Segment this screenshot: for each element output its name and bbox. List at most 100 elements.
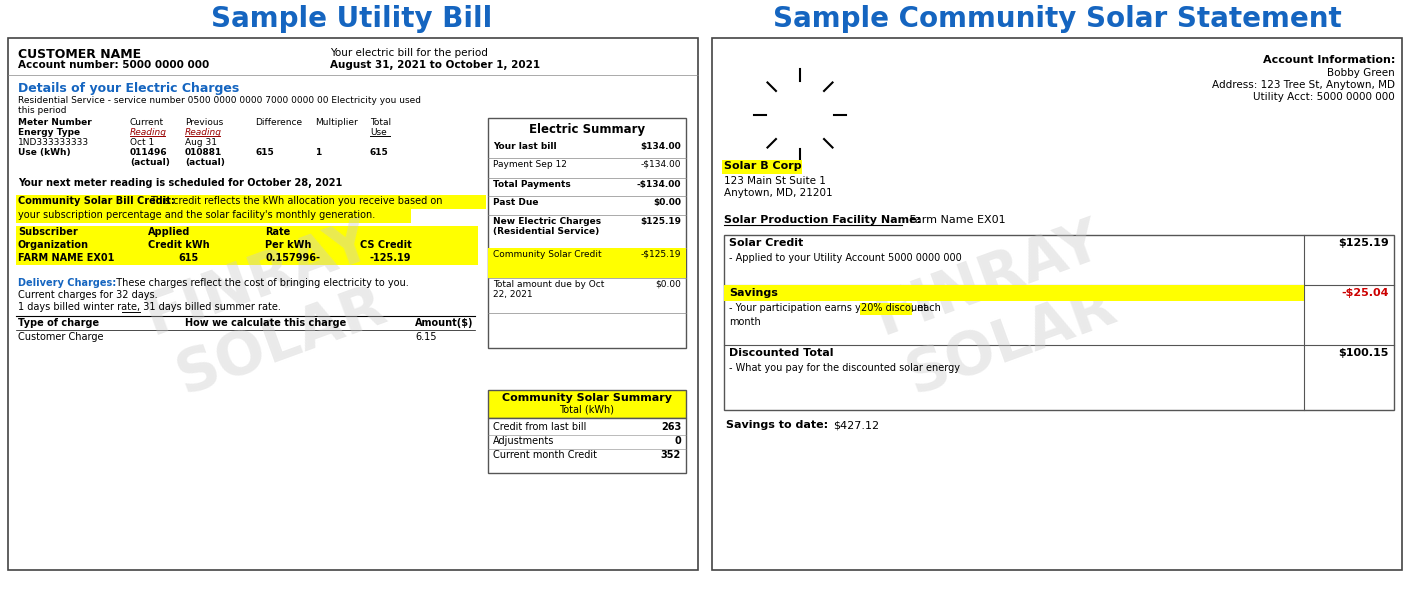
Bar [712,38,1402,570]
Text: Community Solar Summary: Community Solar Summary [502,393,673,403]
Text: 20% discount: 20% discount [862,303,928,313]
Text: Bobby Green: Bobby Green [1327,68,1394,78]
Text: Subscriber: Subscriber [18,227,78,237]
Text: 1ND333333333: 1ND333333333 [18,138,89,147]
Text: $125.19: $125.19 [1338,238,1389,248]
Text: New Electric Charges
(Residential Service): New Electric Charges (Residential Servic… [493,217,601,237]
Text: Aug 31: Aug 31 [185,138,217,147]
Text: $100.15: $100.15 [1338,348,1389,358]
Text: Anytown, MD, 21201: Anytown, MD, 21201 [723,188,833,198]
Text: FARM NAME EX01: FARM NAME EX01 [18,253,114,263]
Text: Farm Name EX01: Farm Name EX01 [907,215,1005,225]
Text: $0.00: $0.00 [653,198,681,207]
Text: 1 days billed winter rate, 31 days billed summer rate.: 1 days billed winter rate, 31 days bille… [18,302,281,312]
Text: , each: , each [911,303,942,313]
Text: Applied: Applied [148,227,190,237]
Text: Payment Sep 12: Payment Sep 12 [493,160,567,169]
Text: month: month [729,317,761,327]
Text: 615: 615 [369,148,389,157]
Text: Oct 1: Oct 1 [130,138,154,147]
Bar [488,248,687,278]
Text: your subscription percentage and the solar facility's monthly generation.: your subscription percentage and the sol… [18,210,375,220]
Text: August 31, 2021 to October 1, 2021: August 31, 2021 to October 1, 2021 [330,60,540,70]
Text: Use: Use [369,128,386,137]
Text: Discounted Total: Discounted Total [729,348,833,358]
Text: $427.12: $427.12 [833,420,878,430]
Text: Community Solar Credit: Community Solar Credit [493,250,602,259]
Text: 615: 615 [255,148,274,157]
Text: (actual): (actual) [130,158,169,167]
Text: Account Information:: Account Information: [1262,55,1394,65]
Text: Multiplier: Multiplier [314,118,358,127]
Bar [723,235,1394,410]
Bar [488,390,687,418]
Text: - Applied to your Utility Account 5000 0000 000: - Applied to your Utility Account 5000 0… [729,253,962,263]
Text: Current: Current [130,118,164,127]
Text: Sample Utility Bill: Sample Utility Bill [212,5,492,33]
Text: 1: 1 [314,148,321,157]
Text: Your last bill: Your last bill [493,142,557,151]
Text: Community Solar Bill Credit:: Community Solar Bill Credit: [18,196,175,206]
Text: Utility Acct: 5000 0000 000: Utility Acct: 5000 0000 000 [1253,92,1394,102]
Text: Sample Community Solar Statement: Sample Community Solar Statement [773,5,1341,33]
Text: Credit kWh: Credit kWh [148,240,210,250]
Text: 011496: 011496 [130,148,168,157]
Text: CS Credit: CS Credit [360,240,412,250]
Text: Meter Number: Meter Number [18,118,92,127]
Text: 352: 352 [661,450,681,460]
Text: Total: Total [369,118,391,127]
Bar [488,418,687,473]
Text: 615: 615 [178,253,199,263]
Text: Delivery Charges:: Delivery Charges: [18,278,116,288]
Text: Solar Production Facility Name:: Solar Production Facility Name: [723,215,921,225]
Text: Your next meter reading is scheduled for October 28, 2021: Your next meter reading is scheduled for… [18,178,343,188]
Text: Savings: Savings [729,288,778,298]
Text: Address: 123 Tree St, Anytown, MD: Address: 123 Tree St, Anytown, MD [1213,80,1394,90]
Text: These charges reflect the cost of bringing electricity to you.: These charges reflect the cost of bringi… [110,278,409,288]
Text: FINRAY
SOLAR: FINRAY SOLAR [138,212,402,408]
Text: Total (kWh): Total (kWh) [560,405,615,415]
Text: Current charges for 32 days.: Current charges for 32 days. [18,290,158,300]
Text: - What you pay for the discounted solar energy: - What you pay for the discounted solar … [729,363,960,373]
Bar [8,38,698,570]
Text: Rate: Rate [265,227,290,237]
Text: 0: 0 [674,436,681,446]
Text: Savings to date:: Savings to date: [726,420,828,430]
Text: $0.00: $0.00 [656,280,681,289]
Text: Use (kWh): Use (kWh) [18,148,70,157]
Text: (actual): (actual) [185,158,224,167]
Bar [16,252,478,265]
Text: How we calculate this charge: How we calculate this charge [185,318,347,328]
Text: 0.157996-: 0.157996- [265,253,320,263]
Text: Amount($): Amount($) [415,318,474,328]
Bar [488,118,687,348]
Bar [16,239,478,252]
Text: Your electric bill for the period: Your electric bill for the period [330,48,488,58]
Text: Organization: Organization [18,240,89,250]
Text: This credit reflects the kWh allocation you receive based on: This credit reflects the kWh allocation … [149,196,443,206]
Text: -$125.19: -$125.19 [640,250,681,259]
Bar [860,303,912,315]
Text: $125.19: $125.19 [640,217,681,226]
Text: 6.15: 6.15 [415,332,437,342]
Text: Solar Credit: Solar Credit [729,238,804,248]
Text: $134.00: $134.00 [640,142,681,151]
Bar [16,209,410,223]
Text: 263: 263 [661,422,681,432]
Text: Total amount due by Oct
22, 2021: Total amount due by Oct 22, 2021 [493,280,605,299]
Text: Reading: Reading [185,128,221,137]
Bar [723,285,1304,301]
Text: Total Payments: Total Payments [493,180,571,189]
Text: Previous: Previous [185,118,223,127]
Text: -$134.00: -$134.00 [640,160,681,169]
Text: -125.19: -125.19 [369,253,412,263]
Bar [16,226,478,239]
Text: Difference: Difference [255,118,302,127]
Text: Residential Service - service number 0500 0000 0000 7000 0000 00 Electricity you: Residential Service - service number 050… [18,96,422,116]
Text: Solar B Corp: Solar B Corp [723,161,802,171]
Text: Electric Summary: Electric Summary [529,123,644,136]
Text: 123 Main St Suite 1: 123 Main St Suite 1 [723,176,826,186]
Text: 010881: 010881 [185,148,223,157]
Text: Credit from last bill: Credit from last bill [493,422,587,432]
Text: Type of charge: Type of charge [18,318,99,328]
